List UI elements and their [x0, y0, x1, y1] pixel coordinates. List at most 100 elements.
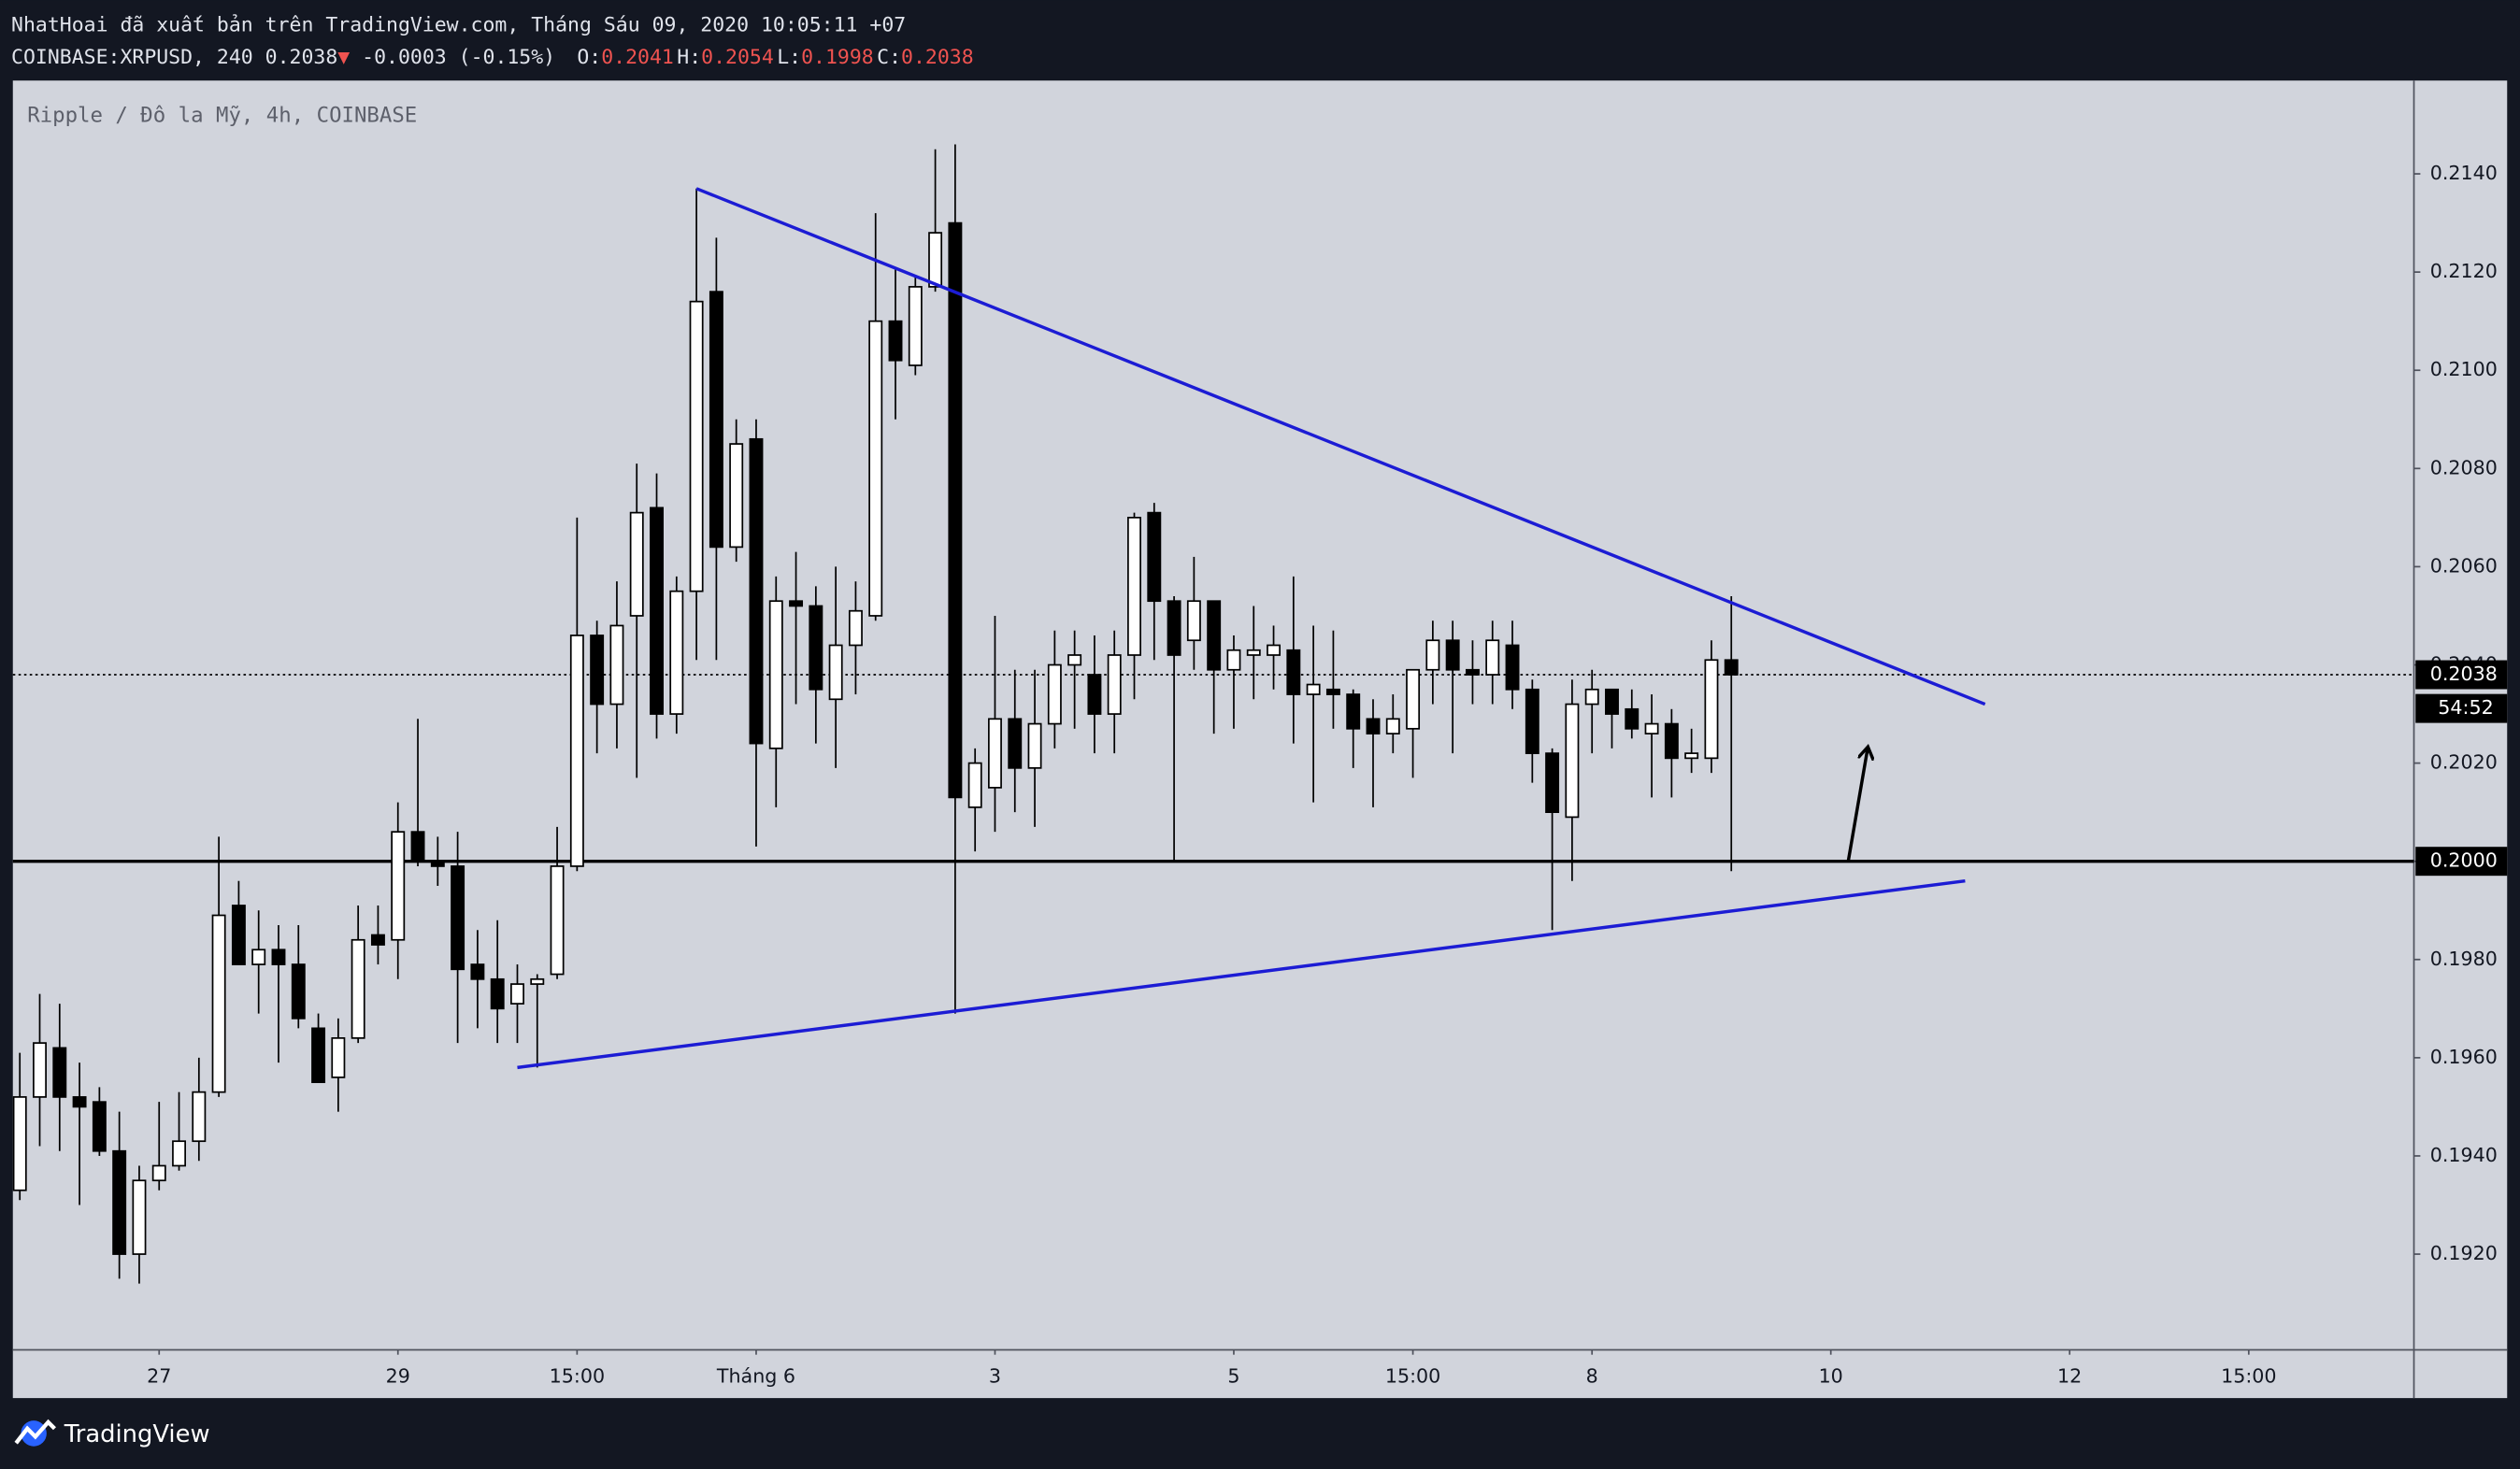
candle-body: [192, 1091, 207, 1143]
x-tick-label: 15:00: [1385, 1365, 1440, 1388]
candle-body: [430, 860, 445, 867]
candle-body: [451, 865, 465, 971]
candle-body: [749, 437, 764, 745]
candle-body: [550, 865, 565, 976]
candle-body: [1425, 639, 1440, 671]
brand: TradingView: [64, 1420, 210, 1448]
last-price: 0.2038: [265, 46, 338, 69]
ohlc-value: 0.2054: [701, 46, 774, 69]
y-tick-label: 0.2060: [2430, 554, 2498, 577]
countdown-box: [2415, 693, 2508, 723]
candle-body: [33, 1042, 47, 1098]
candle-body: [768, 600, 783, 749]
candle-body: [112, 1149, 127, 1255]
candle-body: [1445, 639, 1460, 671]
candle-body: [650, 506, 664, 715]
candle-body: [1664, 722, 1679, 760]
x-tick-label: 15:00: [2221, 1365, 2276, 1388]
candle-body: [689, 300, 704, 592]
ohlc-label: C:: [877, 46, 901, 69]
candle-body: [569, 635, 584, 867]
candle-body: [530, 977, 545, 985]
logo: [14, 1419, 56, 1447]
quote-line: COINBASE:XRPUSD, 240 0.2038▼ -0.0003 (-0…: [11, 46, 974, 69]
candle-body: [151, 1164, 166, 1182]
candle-body: [1704, 659, 1719, 760]
candle-body: [470, 963, 485, 980]
ohlc-label: L:: [777, 46, 801, 69]
candle-body: [1087, 674, 1102, 715]
candle-body: [1246, 649, 1261, 656]
chart-panel: [12, 80, 2508, 1399]
y-tick-label: 0.2140: [2430, 162, 2498, 184]
y-tick-label: 0.1920: [2430, 1242, 2498, 1264]
candle-body: [729, 443, 744, 549]
candle-body: [789, 600, 804, 607]
candle-body: [1186, 600, 1201, 642]
x-tick-label: 10: [1819, 1365, 1843, 1388]
candle-body: [1385, 718, 1400, 734]
ohlc-label: H:: [677, 46, 701, 69]
candle-body: [231, 905, 246, 965]
candle-body: [1147, 511, 1162, 603]
candle-body: [1107, 654, 1122, 715]
candle-body: [1366, 718, 1381, 734]
x-tick-label: 15:00: [550, 1365, 605, 1388]
candle-body: [1644, 722, 1659, 734]
candle-body: [1605, 688, 1619, 715]
countdown: 54:52: [2438, 696, 2493, 719]
candle-body: [868, 320, 883, 617]
y-tick-label: 0.1960: [2430, 1046, 2498, 1068]
logo-stroke: [14, 1419, 56, 1445]
arrow: [1846, 749, 1868, 862]
candle-body: [1465, 668, 1480, 676]
candle-body: [669, 590, 684, 715]
candle-body: [848, 609, 863, 647]
candle-body: [828, 644, 843, 701]
candle-body: [331, 1036, 346, 1078]
ohlc-value: 0.2038: [901, 46, 974, 69]
candle-body: [1684, 752, 1699, 760]
candle-body: [211, 914, 226, 1093]
candle-body: [1505, 644, 1520, 691]
ohlc-value: 0.1998: [801, 46, 874, 69]
candle-body: [1346, 693, 1361, 730]
candle-body: [490, 977, 505, 1010]
ohlc-value: 0.2041: [601, 46, 674, 69]
candle-body: [1047, 663, 1062, 725]
symbol: COINBASE:XRPUSD, 240: [11, 46, 253, 69]
candle-body: [1167, 600, 1181, 656]
x-tick-label: 5: [1227, 1365, 1239, 1388]
candle-body: [1724, 659, 1739, 676]
trendline: [695, 187, 1986, 706]
candle-body: [948, 221, 963, 799]
candle-body: [52, 1047, 67, 1098]
trendline: [517, 879, 1966, 1070]
x-tick-label: 12: [2057, 1365, 2082, 1388]
candle-body: [988, 718, 1002, 789]
candle-body: [1565, 703, 1580, 819]
candle-body: [809, 605, 823, 691]
y-tick-label: 0.1940: [2430, 1144, 2498, 1166]
change-arrow: ▼: [337, 46, 350, 69]
publication: NhatHoai đã xuất bản trên TradingView.co…: [11, 14, 906, 37]
y-tick-label: 0.1980: [2430, 948, 2498, 970]
candle-body: [391, 831, 406, 941]
candle-body: [1226, 649, 1241, 671]
candle-body: [967, 762, 982, 808]
x-tick-label: 8: [1586, 1365, 1598, 1388]
candle-body: [629, 511, 644, 617]
candle-body: [351, 938, 365, 1039]
candle-body: [1286, 649, 1301, 695]
candle-body: [172, 1140, 186, 1167]
candle-body: [291, 963, 306, 1020]
candle-body: [1306, 683, 1321, 695]
candle-body: [1545, 752, 1560, 814]
candle-body: [72, 1096, 87, 1108]
candle-body: [1127, 517, 1141, 656]
candle-body: [888, 320, 903, 362]
y-tick-label: 0.2100: [2430, 358, 2498, 380]
candle-body: [609, 624, 624, 706]
level-label: 0.2000: [2430, 849, 2498, 872]
